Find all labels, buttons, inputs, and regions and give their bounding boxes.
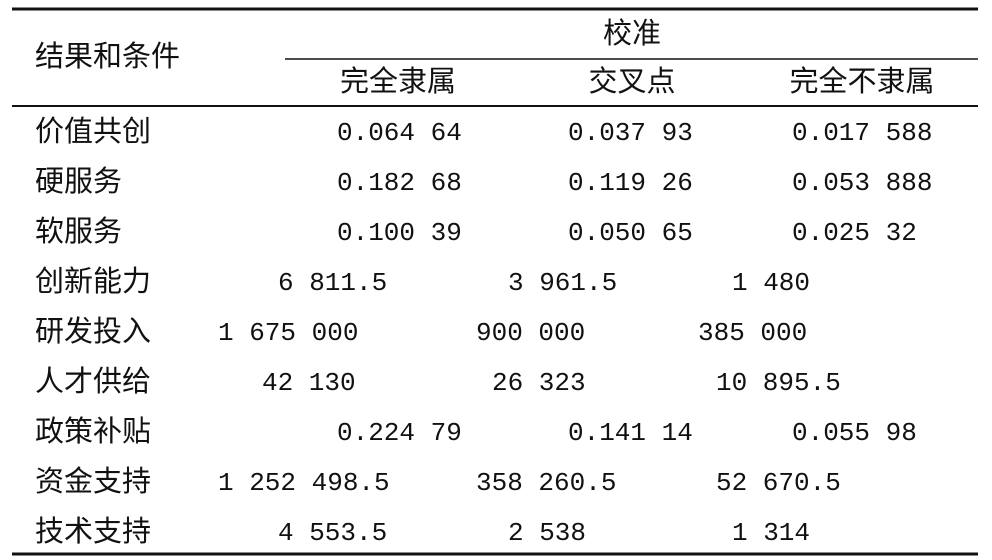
row-label: 技术支持 <box>35 514 151 548</box>
cell: 52 670.5 <box>716 468 841 498</box>
cell: 1 314 <box>732 518 810 548</box>
cell: 4 553.5 <box>278 518 387 548</box>
row-label: 硬服务 <box>35 164 122 198</box>
row-label: 研发投入 <box>35 314 151 348</box>
row-label: 软服务 <box>35 214 122 248</box>
row-label: 人才供给 <box>35 364 151 398</box>
cell: 385 000 <box>698 318 807 348</box>
row-label: 价值共创 <box>35 114 151 148</box>
cell: 0.100 39 <box>337 218 462 248</box>
cell: 0.119 26 <box>568 168 693 198</box>
cell: 1 675 000 <box>218 318 358 348</box>
row-label: 创新能力 <box>35 264 151 298</box>
cell: 3 961.5 <box>508 268 617 298</box>
cell: 0.064 64 <box>337 118 462 148</box>
row-label: 资金支持 <box>35 464 151 498</box>
cell: 2 538 <box>508 518 586 548</box>
cell: 900 000 <box>476 318 585 348</box>
condition-header: 结果和条件 <box>35 39 180 73</box>
group-header: 校准 <box>603 16 661 50</box>
cell: 0.037 93 <box>568 118 693 148</box>
cell: 10 895.5 <box>716 368 841 398</box>
cell: 0.050 65 <box>568 218 693 248</box>
cell: 26 323 <box>492 368 586 398</box>
column-header: 完全不隶属 <box>789 64 934 98</box>
cell: 358 260.5 <box>476 468 616 498</box>
cell: 1 252 498.5 <box>218 468 390 498</box>
cell: 6 811.5 <box>278 268 387 298</box>
cell: 0.025 32 <box>792 218 917 248</box>
cell: 0.141 14 <box>568 418 693 448</box>
cell: 0.053 888 <box>792 168 932 198</box>
cell: 0.182 68 <box>337 168 462 198</box>
column-header: 完全隶属 <box>340 64 456 98</box>
cell: 42 130 <box>262 368 356 398</box>
cell: 0.055 98 <box>792 418 917 448</box>
row-label: 政策补贴 <box>35 414 151 448</box>
cell: 0.224 79 <box>337 418 462 448</box>
cell: 0.017 588 <box>792 118 932 148</box>
cell: 1 480 <box>732 268 810 298</box>
column-header: 交叉点 <box>588 64 675 98</box>
